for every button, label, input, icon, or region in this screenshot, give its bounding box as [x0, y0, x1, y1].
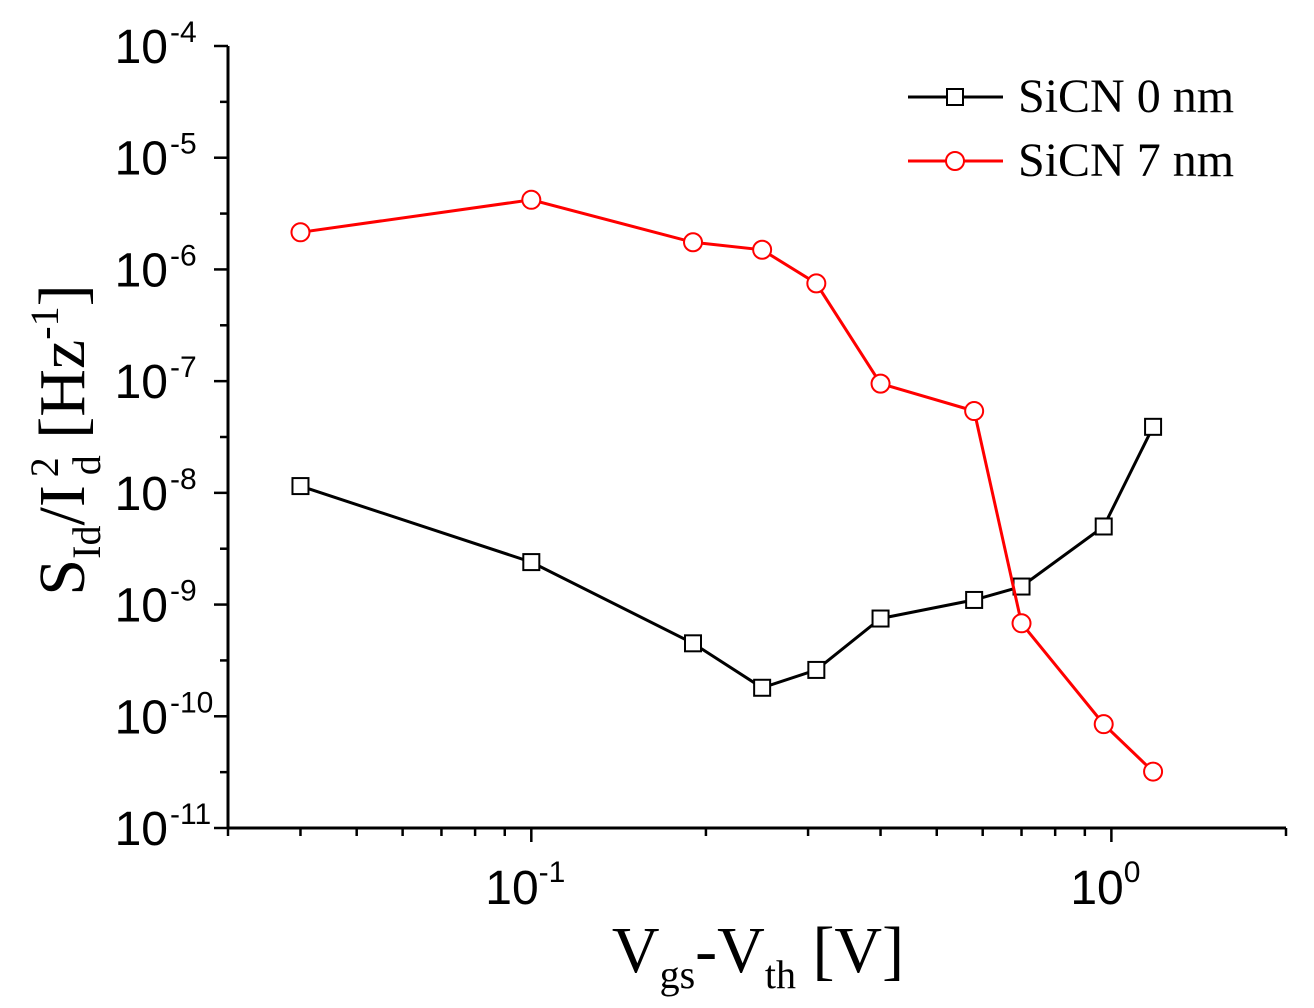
x-axis-title: Vgs-Vth [V] [612, 914, 904, 997]
y-tick-label: 10 [115, 468, 168, 521]
x-tick-label: 100 [1070, 856, 1140, 915]
y-tick-base: 10 [115, 803, 168, 856]
data-point [753, 678, 772, 697]
legend: SiCN 0 nm SiCN 7 nm [908, 70, 1234, 187]
data-point [1011, 613, 1032, 634]
y-tick-exponent: -6 [170, 239, 197, 272]
x-tick-label: 10-1 [485, 856, 565, 915]
y-tick-base: 10 [115, 356, 168, 409]
data-point [1143, 761, 1164, 782]
y-axis-title: SId/I2d [Hz-1] [22, 284, 109, 595]
y-tick-base: 10 [115, 133, 168, 186]
legend-item-sicn-7nm: SiCN 7 nm [908, 134, 1234, 187]
data-point [291, 477, 310, 496]
data-point [807, 660, 826, 679]
y-tick-label: 10 [115, 580, 168, 633]
data-point [684, 634, 703, 653]
y-tick-label: 10 [115, 691, 168, 744]
y-tick-base: 10 [115, 21, 168, 74]
series-1 [290, 189, 1164, 782]
data-point [522, 553, 541, 572]
y-tick-exponent: -5 [170, 128, 197, 161]
x-tick-base: 10 [485, 862, 538, 915]
y-tick-base: 10 [115, 691, 168, 744]
y-tick-label: 10 [115, 133, 168, 186]
y-tick-label: 10 [115, 356, 168, 409]
y-tick-base: 10 [115, 244, 168, 297]
x-tick-base: 10 [1070, 862, 1123, 915]
series-layer [290, 189, 1164, 782]
x-axis: 10-1 100 [226, 828, 1288, 915]
y-tick-exponent: -4 [170, 16, 197, 49]
data-point [870, 373, 891, 394]
y-tick-exponent: -9 [170, 575, 197, 608]
y-tick-label: 10 [115, 21, 168, 74]
legend-label: SiCN 0 nm [1018, 70, 1234, 123]
legend-circle-marker [945, 151, 965, 171]
y-tick-exponent: -7 [170, 351, 197, 384]
data-point [521, 189, 542, 210]
x-tick-exponent: -1 [539, 856, 566, 889]
legend-label: SiCN 7 nm [1018, 134, 1234, 187]
data-point [1093, 714, 1114, 735]
y-tick-base: 10 [115, 580, 168, 633]
y-tick-exponent: -8 [170, 463, 197, 496]
y-tick-label: 10 [115, 244, 168, 297]
data-point [806, 273, 827, 294]
series-line [300, 426, 1155, 690]
legend-square-marker [946, 88, 964, 106]
data-point [752, 239, 773, 260]
series-line [300, 198, 1155, 773]
y-tick-exponent: -10 [170, 686, 213, 719]
data-point [1144, 417, 1163, 436]
data-point [964, 401, 985, 422]
data-point [871, 609, 890, 628]
y-tick-label: 10 [115, 803, 168, 856]
y-tick-base: 10 [115, 468, 168, 521]
series-0 [291, 417, 1163, 697]
data-point [683, 232, 704, 253]
legend-item-sicn-0nm: SiCN 0 nm [908, 70, 1234, 123]
data-point [1094, 517, 1113, 536]
data-point [290, 222, 311, 243]
data-point [965, 590, 984, 609]
y-tick-exponent: -11 [170, 798, 211, 831]
x-tick-exponent: 0 [1124, 856, 1141, 889]
